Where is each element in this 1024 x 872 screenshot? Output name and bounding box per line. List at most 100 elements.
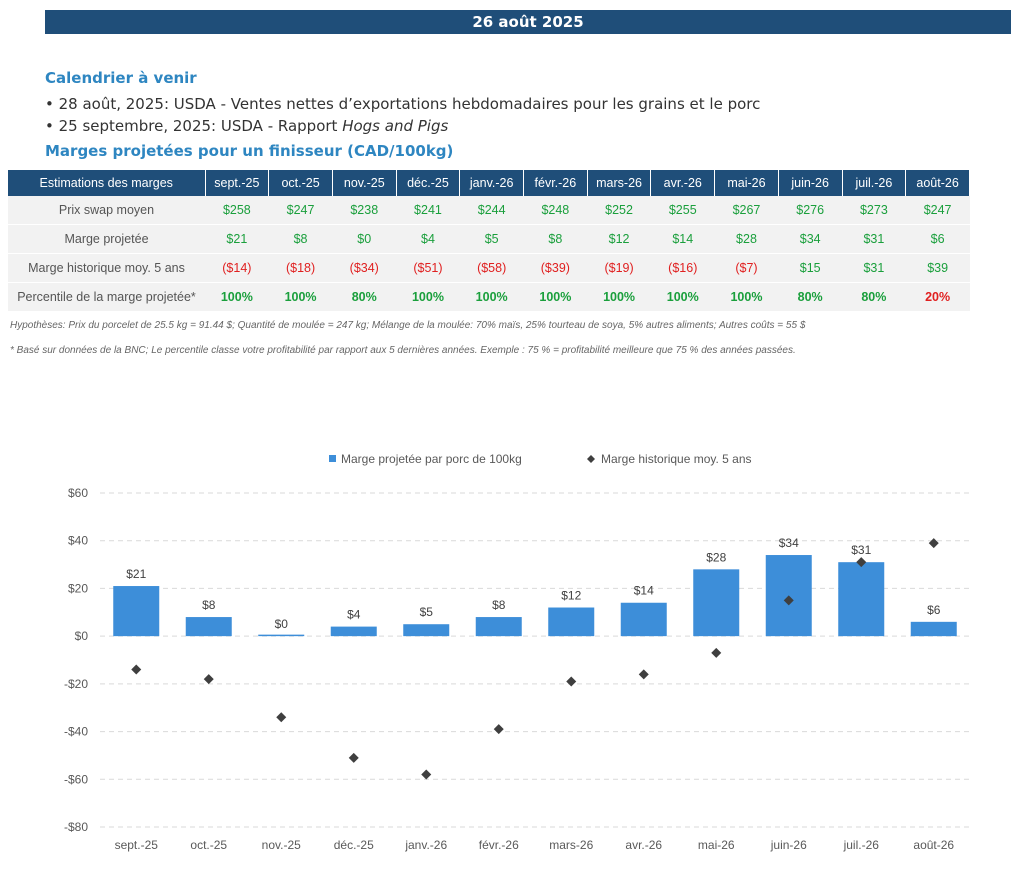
- table-cell: $248: [523, 196, 588, 225]
- x-tick-label: mars-26: [549, 838, 593, 852]
- historical-marker: [131, 664, 142, 675]
- x-tick-label: févr.-26: [479, 838, 519, 852]
- legend-marker-swatch: [587, 455, 595, 463]
- x-tick-label: juil.-26: [843, 838, 880, 852]
- bar: [548, 607, 595, 637]
- table-cell: 20%: [905, 282, 970, 312]
- table-month-header: juil.-26: [842, 170, 907, 196]
- table-cell: $12: [587, 224, 651, 254]
- table-cell: 100%: [650, 282, 715, 312]
- date-banner: 26 août 2025: [45, 10, 1011, 34]
- calendar-item: • 28 août, 2025: USDA - Ventes nettes d’…: [45, 95, 761, 113]
- historical-marker: [783, 595, 794, 606]
- assumptions-note: Hypothèses: Prix du porcelet de 25.5 kg …: [10, 320, 806, 331]
- table-cell: $21: [205, 224, 269, 254]
- table-cell: ($14): [205, 253, 269, 283]
- table-cell: $8: [523, 224, 588, 254]
- table-cell: $247: [268, 196, 333, 225]
- table-cell: 80%: [842, 282, 906, 312]
- calendar-title: Calendrier à venir: [45, 69, 197, 87]
- table-cell: $28: [714, 224, 779, 254]
- table-cell: $273: [842, 196, 906, 225]
- table-cell: $255: [650, 196, 715, 225]
- table-row-label: Percentile de la marge projetée*: [8, 282, 205, 312]
- x-tick-label: oct.-25: [190, 838, 227, 852]
- table-cell: ($16): [650, 253, 715, 283]
- x-tick-label: nov.-25: [262, 838, 301, 852]
- bar-data-label: $5: [420, 605, 434, 619]
- historical-marker: [276, 712, 287, 723]
- legend-marker-label: Marge historique moy. 5 ans: [601, 452, 752, 466]
- table-cell: 100%: [714, 282, 779, 312]
- table-cell: ($18): [268, 253, 333, 283]
- table-month-header: oct.-25: [268, 170, 333, 196]
- margin-chart: $60 $40 $20 $0 -$20 -$40 -$60 -$80 $21 $8 $0 $4 $5 $8…: [64, 452, 970, 852]
- table-cell: $258: [205, 196, 269, 225]
- table-cell: 80%: [332, 282, 397, 312]
- table-month-header: sept.-25: [205, 170, 270, 196]
- bar: [693, 569, 740, 637]
- historical-marker: [348, 752, 359, 763]
- y-tick-label: -$20: [64, 677, 88, 691]
- historical-marker: [203, 674, 214, 685]
- table-cell: 100%: [396, 282, 460, 312]
- table-cell: 100%: [459, 282, 524, 312]
- table-cell: ($58): [459, 253, 524, 283]
- y-tick-label: $60: [68, 486, 88, 500]
- table-cell: $34: [778, 224, 843, 254]
- historical-marker: [711, 647, 722, 658]
- table-cell: $8: [268, 224, 333, 254]
- bar-data-label: $21: [126, 567, 146, 581]
- table-month-header: avr.-26: [650, 170, 716, 196]
- table-cell: ($34): [332, 253, 397, 283]
- x-tick-label: déc.-25: [334, 838, 374, 852]
- bar: [838, 562, 885, 637]
- bar: [475, 617, 522, 637]
- table-row-label: Prix swap moyen: [8, 196, 205, 225]
- table-row: Prix swap moyen $258 $247 $238 $241 $244 $248 $…: [8, 196, 970, 225]
- bar-data-label: $28: [706, 550, 726, 564]
- bar-data-label: $8: [492, 598, 506, 612]
- legend-bar-label: Marge projetée par porc de 100kg: [341, 452, 522, 466]
- historical-marker: [856, 557, 867, 568]
- table-month-header: mars-26: [587, 170, 652, 196]
- calendar-item: • 25 septembre, 2025: USDA - Rapport Hog…: [45, 117, 449, 135]
- table-cell: ($19): [587, 253, 651, 283]
- table-cell: $31: [842, 224, 906, 254]
- bar: [330, 626, 377, 637]
- table-cell: $5: [459, 224, 524, 254]
- historical-marker: [421, 769, 432, 780]
- table-cell: $276: [778, 196, 843, 225]
- y-tick-label: -$60: [64, 772, 88, 786]
- table-cell: 100%: [523, 282, 588, 312]
- table-month-header: juin-26: [778, 170, 843, 196]
- table-row: Percentile de la marge projetée* 100% 100%…: [8, 282, 970, 312]
- table-month-header: déc.-25: [396, 170, 461, 196]
- x-tick-label: mai-26: [698, 838, 735, 852]
- table-cell: $39: [905, 253, 970, 283]
- table-cell: $247: [905, 196, 970, 225]
- historical-marker: [566, 676, 577, 687]
- bar-data-label: $34: [779, 536, 799, 550]
- legend-bar-swatch: [329, 455, 336, 462]
- table-cell: $0: [332, 224, 397, 254]
- margins-table-title: Marges projetées pour un finisseur (CAD/…: [45, 142, 454, 160]
- y-tick-label: $40: [68, 534, 88, 548]
- x-tick-label: janv.-26: [404, 838, 447, 852]
- table-cell: $241: [396, 196, 460, 225]
- x-tick-label: sept.-25: [115, 838, 159, 852]
- historical-marker: [928, 538, 939, 549]
- bar: [403, 624, 450, 637]
- report-date: 26 août 2025: [472, 13, 584, 31]
- table-cell: $252: [587, 196, 651, 225]
- bar: [620, 602, 667, 637]
- y-tick-label: -$80: [64, 820, 88, 834]
- table-cell: $15: [778, 253, 843, 283]
- table-cell: ($51): [396, 253, 460, 283]
- table-cell: 100%: [587, 282, 651, 312]
- bar-data-label: $4: [347, 608, 361, 622]
- bar: [185, 617, 232, 637]
- bar: [258, 634, 305, 637]
- table-row-label: Marge projetée: [8, 224, 205, 254]
- bar-data-label: $8: [202, 598, 216, 612]
